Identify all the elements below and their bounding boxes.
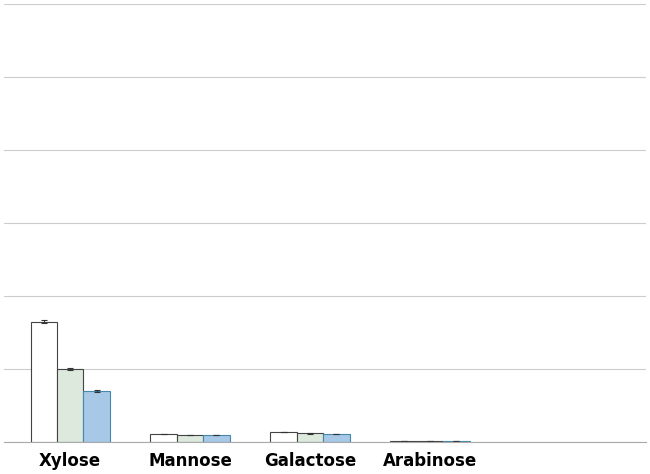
Bar — [417, 441, 443, 442]
Bar — [83, 391, 110, 442]
Bar — [31, 322, 57, 442]
Bar — [57, 369, 83, 442]
Bar — [177, 435, 203, 442]
Bar — [391, 441, 417, 442]
Bar — [443, 441, 469, 442]
Bar — [323, 434, 350, 442]
Bar — [203, 435, 229, 442]
Bar — [297, 433, 323, 442]
Bar — [151, 434, 177, 442]
Bar — [270, 432, 297, 442]
